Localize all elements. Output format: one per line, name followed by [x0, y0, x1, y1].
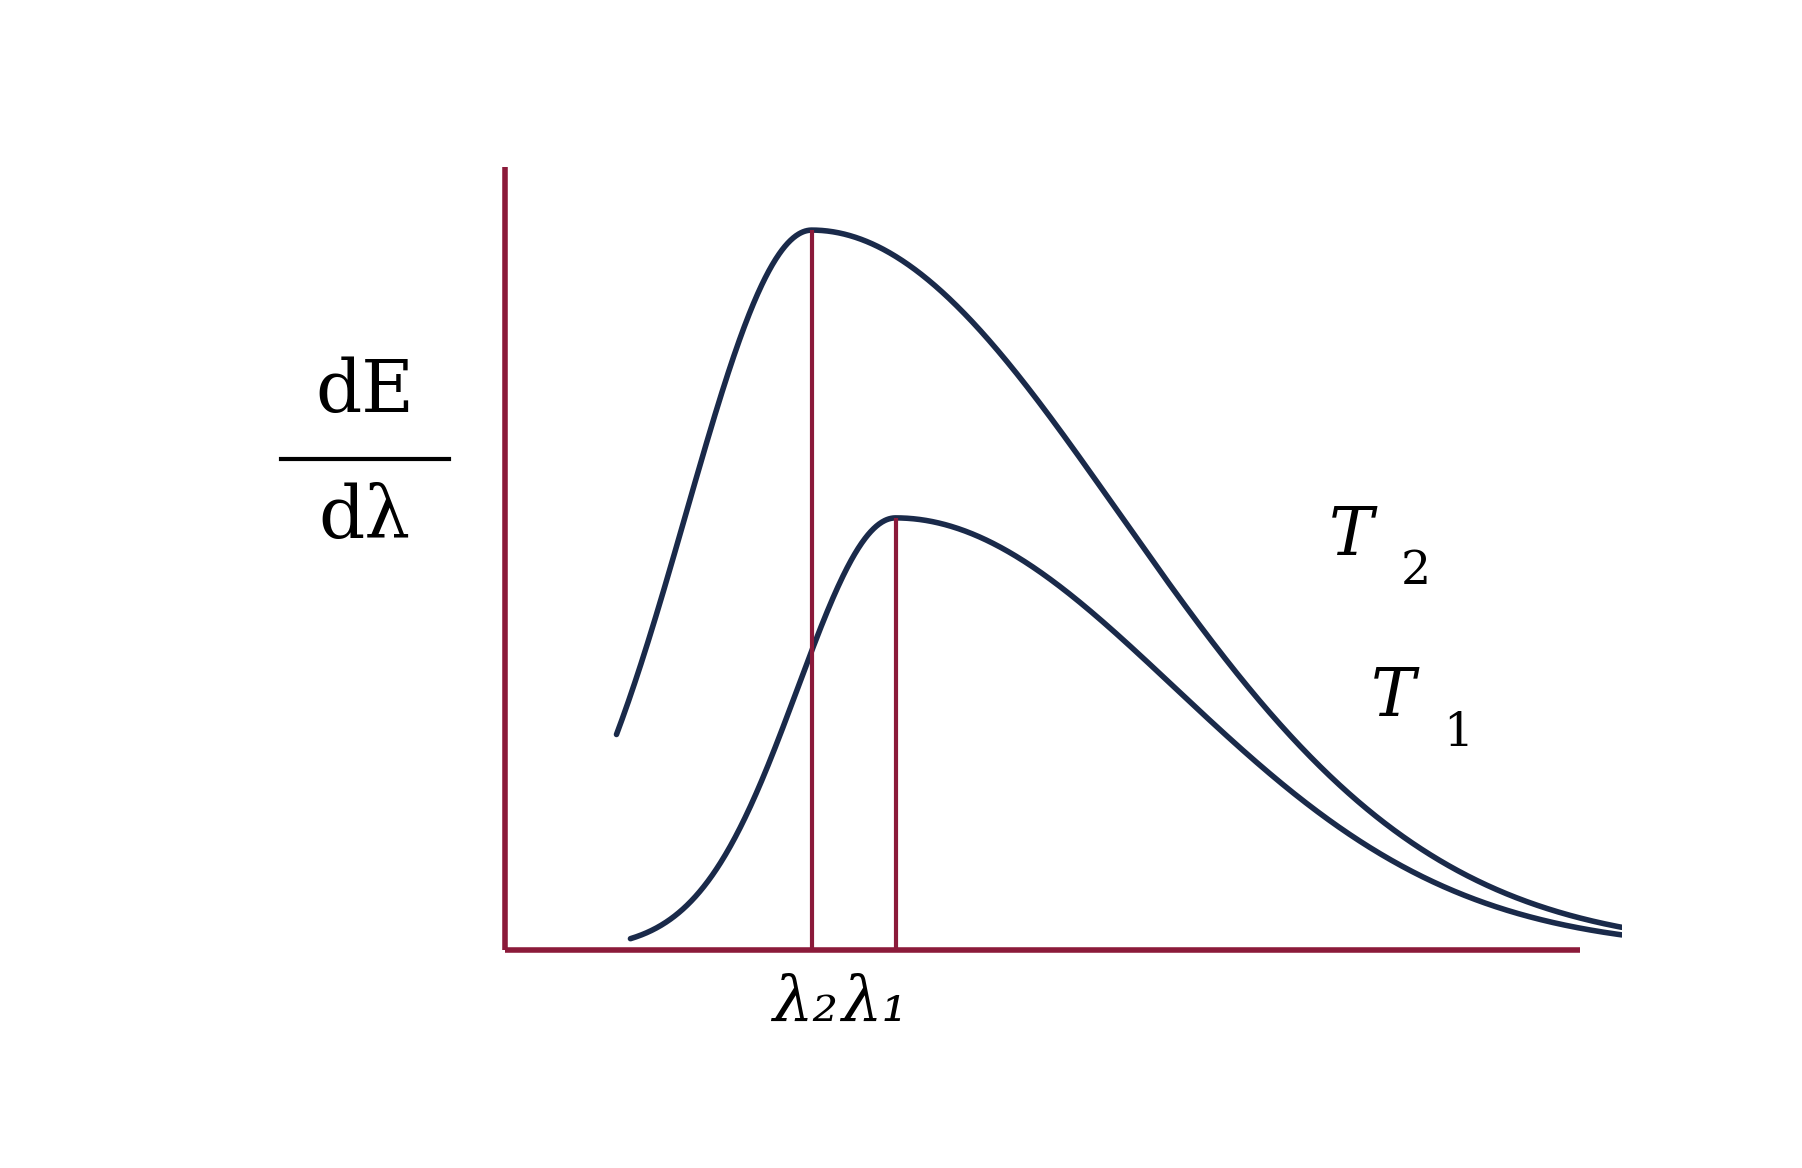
Text: 2: 2	[1402, 549, 1431, 595]
Text: λ₂: λ₂	[771, 973, 838, 1035]
Text: 1: 1	[1443, 711, 1474, 757]
Text: T: T	[1328, 503, 1373, 569]
Text: dλ: dλ	[319, 482, 411, 554]
Text: λ₁: λ₁	[842, 973, 908, 1035]
Text: T: T	[1370, 665, 1415, 730]
Text: dE: dE	[315, 356, 414, 427]
